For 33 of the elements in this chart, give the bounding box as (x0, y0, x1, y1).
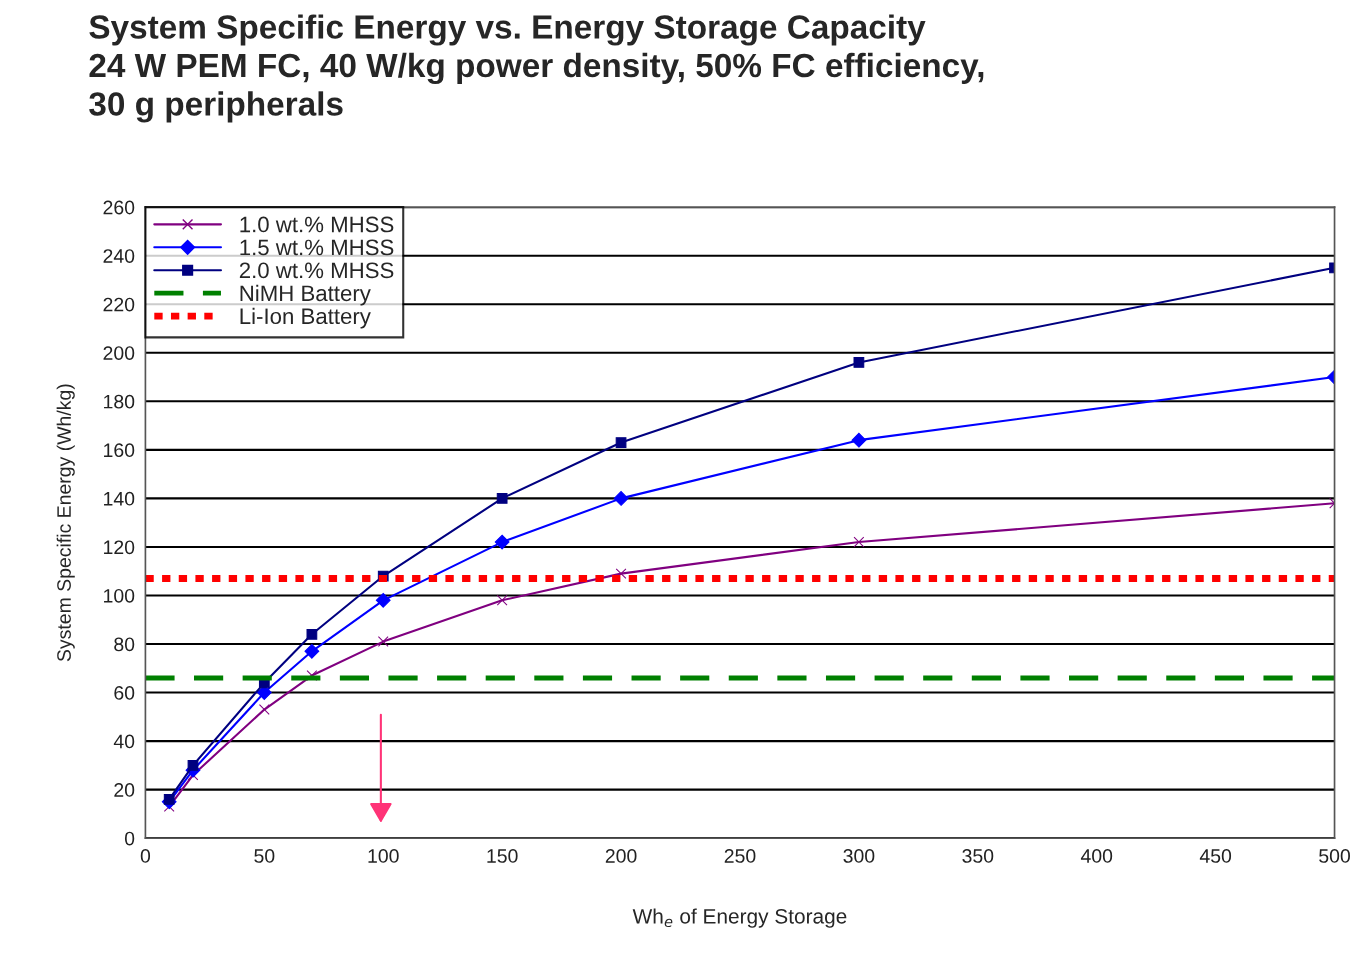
y-tick-label: 260 (103, 200, 135, 215)
x-tick-label: 250 (724, 849, 756, 863)
x-tick-label: 100 (368, 849, 399, 863)
legend-label: 2.0 wt.% MHSS (239, 262, 394, 279)
y-axis-title: System Specific Energy (Wh/kg) (56, 384, 75, 662)
y-tick-label: 240 (103, 249, 135, 263)
y-tick-label: 180 (104, 394, 135, 409)
y-tick-label: 0 (124, 831, 135, 846)
x-tick-label: 400 (1080, 849, 1113, 863)
y-tick-label: 220 (103, 297, 135, 312)
legend-label: Li-Ion Battery (240, 307, 371, 329)
y-tick-label: 100 (104, 588, 135, 603)
legend-label: 1.0 wt.% MHSS (240, 216, 394, 233)
x-tick-label: 300 (843, 849, 875, 863)
x-tick-label: 0 (140, 849, 151, 863)
y-tick-label: 20 (114, 783, 135, 797)
y-tick-label: 80 (114, 637, 135, 652)
y-tick-label: 160 (104, 443, 135, 458)
chart-title: System Specific Energy vs. Energy Storage Capacity 24 W PEM FC, 40 W/kg power density, 50% FC efficiency, 30 g peripherals (89, 14, 984, 123)
y-tick-label: 200 (103, 346, 135, 360)
y-tick-label: 40 (113, 734, 135, 749)
x-tick-label: 150 (487, 849, 518, 863)
x-tick-label: 50 (254, 849, 275, 863)
x-axis-title: Wh$_{e}$ of Energy Storage (632, 908, 847, 928)
y-tick-label: 60 (114, 686, 135, 700)
y-tick-label: 140 (104, 491, 135, 506)
x-tick-label: 200 (605, 849, 637, 863)
y-tick-label: 120 (104, 540, 135, 555)
legend-label: NiMH Battery (240, 284, 371, 306)
x-tick-label: 500 (1319, 849, 1350, 863)
legend-label: 1.5 wt.% MHSS (240, 239, 394, 256)
x-tick-label: 350 (962, 849, 994, 863)
x-tick-label: 450 (1199, 849, 1232, 863)
